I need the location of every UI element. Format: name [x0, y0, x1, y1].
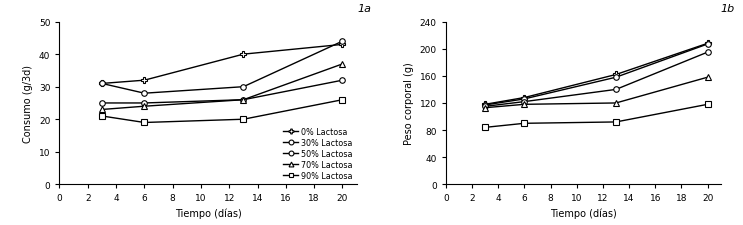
Y-axis label: Consumo (g/3d): Consumo (g/3d) — [23, 65, 33, 142]
Y-axis label: Peso corporal (g): Peso corporal (g) — [404, 62, 414, 145]
X-axis label: Tiempo (días): Tiempo (días) — [550, 208, 617, 218]
Text: 1a: 1a — [357, 4, 372, 14]
Legend: 0% Lactosa, 30% Lactosa, 50% Lactosa, 70% Lactosa, 90% Lactosa: 0% Lactosa, 30% Lactosa, 50% Lactosa, 70… — [283, 128, 353, 180]
Text: 1b: 1b — [720, 4, 734, 14]
X-axis label: Tiempo (días): Tiempo (días) — [175, 208, 241, 218]
